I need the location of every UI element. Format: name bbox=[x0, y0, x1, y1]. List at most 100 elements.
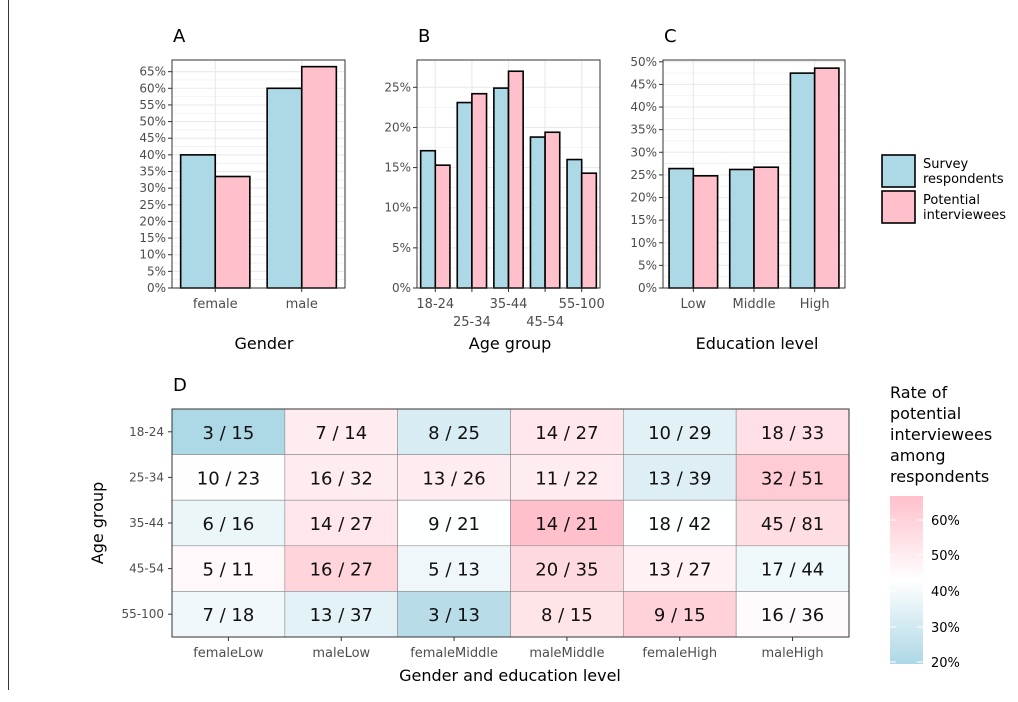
heatmap-cell-label: 9 / 15 bbox=[654, 605, 706, 626]
panel-a-bar-potential bbox=[300, 65, 338, 289]
heatmap-y-tick-label: 25-34 bbox=[129, 470, 164, 484]
panel-a-y-tick-label: 10% bbox=[139, 248, 166, 262]
colorbar bbox=[890, 496, 923, 664]
panel-c-bar-potential bbox=[813, 67, 840, 289]
heatmap-cell bbox=[623, 591, 737, 638]
panel-c-panel-border bbox=[662, 59, 846, 289]
heatmap-cell bbox=[171, 591, 286, 638]
colorbar-tick-label: 60% bbox=[931, 514, 960, 529]
panel-b-bar-survey bbox=[419, 149, 437, 289]
panel-c-x-tick-label: Middle bbox=[733, 297, 776, 312]
heatmap-cell-label: 18 / 33 bbox=[761, 423, 824, 444]
panel-b-bar-potential bbox=[507, 70, 524, 289]
panel-c-y-tick-label: 35% bbox=[630, 123, 657, 137]
panel-a-y-tick-label: 20% bbox=[139, 214, 166, 228]
colorbar-tick-label: 30% bbox=[931, 621, 960, 636]
panel-c-y-tick-label: 40% bbox=[630, 100, 657, 114]
panel-a-y-tick-label: 45% bbox=[139, 131, 166, 145]
panel-c-y-tick-label: 15% bbox=[630, 213, 657, 227]
heatmap-x-tick-label: femaleMiddle bbox=[410, 646, 498, 661]
heatmap-y-tick-label: 18-24 bbox=[129, 425, 164, 439]
panel-a-bar-survey bbox=[179, 154, 217, 289]
heatmap-cell bbox=[171, 545, 286, 592]
panel-b-x-tick-label: 45-54 bbox=[526, 315, 564, 330]
heatmap-cell bbox=[623, 499, 737, 547]
heatmap-cell bbox=[623, 454, 737, 501]
heatmap-cell-label: 13 / 39 bbox=[648, 468, 711, 489]
heatmap-cell-label: 9 / 21 bbox=[428, 514, 480, 535]
heatmap-cell bbox=[735, 545, 850, 592]
colorbar-title-line: potential bbox=[890, 404, 961, 423]
panel-c-x-tick-label: High bbox=[800, 297, 830, 312]
colorbar-title-line: respondents bbox=[890, 467, 989, 486]
heatmap-x-tick-label: maleHigh bbox=[762, 646, 824, 661]
heatmap-cell bbox=[171, 454, 286, 501]
panel-a-panel-border bbox=[171, 59, 346, 289]
heatmap-cell-label: 6 / 16 bbox=[202, 514, 254, 535]
panel-a-y-tick-label: 0% bbox=[147, 281, 166, 295]
panel-c-y-tick-label: 0% bbox=[638, 281, 657, 295]
panel-a-y-tick-label: 65% bbox=[139, 65, 166, 79]
legend-label: interviewees bbox=[923, 208, 1006, 223]
heatmap-cell-label: 16 / 32 bbox=[310, 468, 373, 489]
panel-b-bar-survey bbox=[566, 158, 583, 289]
panel-a-y-tick-label: 5% bbox=[147, 264, 166, 278]
panel-b-panel-border bbox=[416, 59, 601, 289]
heatmap-x-tick-label: maleMiddle bbox=[529, 646, 604, 661]
panel-b-bar-survey bbox=[529, 136, 546, 289]
heatmap-cell-label: 10 / 29 bbox=[648, 423, 711, 444]
heatmap-cell-label: 5 / 13 bbox=[428, 560, 480, 581]
panel-c-y-tick-label: 50% bbox=[630, 55, 657, 69]
panel-b-bar-potential bbox=[434, 164, 451, 289]
heatmap-cell bbox=[397, 499, 511, 547]
heatmap-cell bbox=[735, 499, 850, 547]
heatmap-cell bbox=[171, 499, 286, 547]
panel-b-y-tick-label: 0% bbox=[392, 281, 411, 295]
colorbar-tick-label: 20% bbox=[931, 656, 960, 671]
heatmap-cell bbox=[510, 545, 624, 592]
heatmap-cell-label: 13 / 26 bbox=[422, 468, 485, 489]
panel-c-y-tick-label: 5% bbox=[638, 258, 657, 272]
heatmap-cell-label: 11 / 22 bbox=[535, 468, 598, 489]
panel-b-x-tick-label: 18-24 bbox=[416, 297, 454, 312]
legend-label: respondents bbox=[923, 172, 1004, 187]
heatmap-cell-label: 5 / 11 bbox=[202, 560, 254, 581]
panel-a-y-tick-label: 35% bbox=[139, 165, 166, 179]
panel-a-y-tick-label: 30% bbox=[139, 181, 166, 195]
legend-key-potential bbox=[881, 190, 916, 224]
panel-d-tag: D bbox=[173, 375, 187, 396]
panel-a-x-tick-label: male bbox=[286, 297, 318, 312]
panel-a-x-tick-label: female bbox=[193, 297, 238, 312]
heatmap-cell-label: 10 / 23 bbox=[197, 468, 260, 489]
colorbar-tick-label: 40% bbox=[931, 585, 960, 600]
panel-b-x-tick-label: 35-44 bbox=[490, 297, 528, 312]
heatmap-cell bbox=[397, 545, 511, 592]
heatmap-cell-label: 13 / 37 bbox=[310, 605, 373, 626]
heatmap-cell bbox=[171, 408, 286, 455]
heatmap-cell-label: 7 / 18 bbox=[202, 605, 254, 626]
heatmap-cell bbox=[623, 408, 737, 455]
heatmap-cell-label: 14 / 27 bbox=[310, 514, 373, 535]
panel-a-y-tick-label: 15% bbox=[139, 231, 166, 245]
heatmap-cell bbox=[397, 591, 511, 638]
panel-b-bar-potential bbox=[580, 172, 598, 289]
heatmap-cell-label: 20 / 35 bbox=[535, 560, 598, 581]
heatmap-cell bbox=[397, 408, 511, 455]
panel-c-x-tick-label: Low bbox=[681, 297, 707, 312]
panel-a-bar-potential bbox=[214, 175, 251, 289]
heatmap-x-tick-label: femaleHigh bbox=[642, 646, 717, 661]
panel-c-y-tick-label: 30% bbox=[630, 145, 657, 159]
panel-c-y-tick-label: 20% bbox=[630, 191, 657, 205]
heatmap-x-tick-label: maleLow bbox=[312, 646, 370, 661]
heatmap-cell-label: 8 / 15 bbox=[541, 605, 593, 626]
panel-a-y-tick-label: 55% bbox=[139, 98, 166, 112]
panel-c-y-tick-label: 45% bbox=[630, 77, 657, 91]
heatmap-cell-label: 32 / 51 bbox=[761, 468, 824, 489]
heatmap-x-tick-label: femaleLow bbox=[193, 646, 264, 661]
panel-b-y-tick-label: 10% bbox=[384, 201, 411, 215]
panel-a-bar-survey bbox=[266, 87, 303, 289]
panel-c-bar-survey bbox=[789, 72, 816, 289]
panel-b-bar-survey bbox=[493, 87, 510, 289]
heatmap-x-axis-title: Gender and education level bbox=[399, 666, 621, 685]
panel-b-x-axis-title: Age group bbox=[469, 334, 552, 353]
